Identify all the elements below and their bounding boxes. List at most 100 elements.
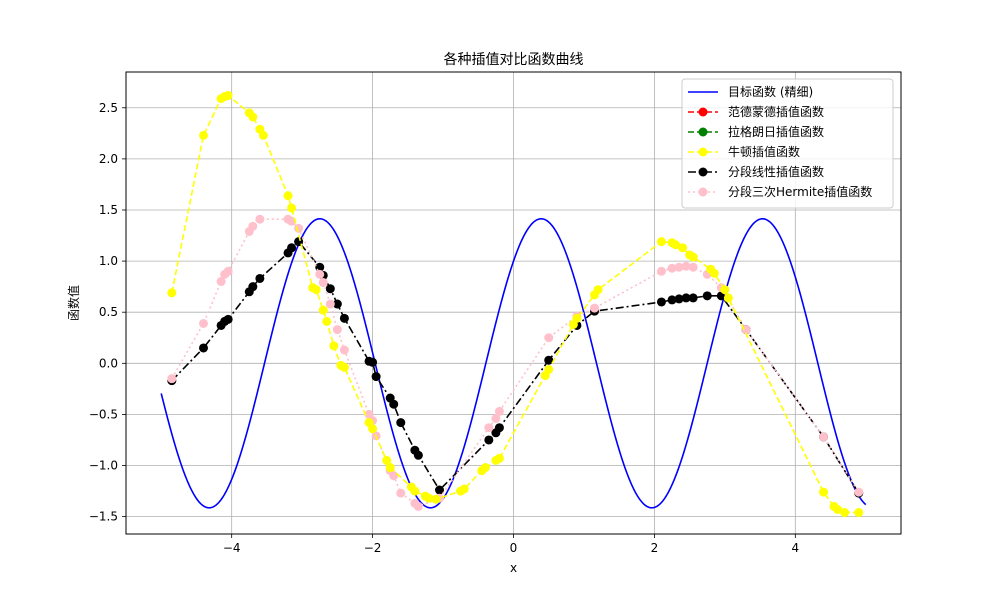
- data-point-newton: [382, 455, 392, 465]
- data-point-piecewise-linear: [435, 485, 445, 495]
- y-tick-label: −1.5: [89, 510, 118, 524]
- data-point-piecewise-hermite: [741, 325, 751, 335]
- data-point-piecewise-hermite: [491, 414, 501, 423]
- data-point-newton: [248, 112, 258, 122]
- data-point-newton: [720, 285, 730, 295]
- data-point-piecewise-linear: [255, 273, 265, 283]
- legend-entry-3: 牛顿插值函数: [688, 144, 800, 159]
- legend-label: 目标函数 (精细): [728, 84, 813, 99]
- data-point-newton: [671, 240, 681, 250]
- legend-entry-4: 分段线性插值函数: [688, 164, 824, 179]
- legend-entry-0: 目标函数 (精细): [688, 84, 813, 99]
- data-point-newton: [709, 268, 719, 278]
- data-point-piecewise-hermite: [294, 223, 304, 233]
- data-point-piecewise-hermite: [318, 278, 328, 288]
- data-point-newton: [572, 313, 582, 323]
- data-point-piecewise-linear: [667, 295, 677, 305]
- data-point-piecewise-hermite: [590, 303, 600, 313]
- data-point-piecewise-hermite: [167, 374, 177, 384]
- data-point-piecewise-linear: [287, 243, 297, 253]
- data-point-newton: [688, 252, 698, 262]
- data-point-piecewise-linear: [223, 314, 233, 324]
- legend-label: 分段三次Hermite插值函数: [728, 184, 872, 199]
- y-tick-label: 2.0: [99, 152, 118, 166]
- x-tick-label: −2: [364, 541, 382, 555]
- data-point-newton: [833, 504, 843, 514]
- data-point-piecewise-linear: [544, 355, 554, 365]
- series-newton: [167, 91, 864, 518]
- data-point-newton: [339, 362, 349, 372]
- data-point-piecewise-hermite: [396, 488, 406, 498]
- data-point-piecewise-hermite: [325, 299, 335, 309]
- data-point-newton: [678, 243, 688, 253]
- series-line-target: [160, 217, 867, 509]
- x-axis-ticks: −4 −2 0 2 4: [223, 534, 799, 555]
- data-point-newton: [311, 285, 321, 295]
- data-point-newton: [368, 424, 378, 434]
- legend-entry-2: 拉格朗日插值函数: [688, 124, 824, 139]
- data-point-newton: [544, 364, 554, 374]
- data-point-piecewise-hermite: [656, 266, 666, 276]
- data-point-piecewise-hermite: [339, 345, 349, 355]
- series-line-piecewise-linear: [171, 240, 860, 494]
- legend: 目标函数 (精细) 范德蒙德插值函数拉格朗日插值函数牛顿插值函数分段线性插值函数分…: [681, 78, 894, 209]
- data-point-newton: [199, 130, 208, 140]
- x-axis-label: x: [510, 561, 517, 575]
- data-point-piecewise-linear: [494, 423, 504, 433]
- data-point-piecewise-hermite: [494, 406, 504, 416]
- y-tick-label: 0.0: [99, 356, 118, 370]
- data-point-newton: [329, 341, 339, 351]
- data-point-piecewise-linear: [371, 372, 381, 382]
- x-tick-label: 0: [510, 541, 518, 555]
- data-point-piecewise-hermite: [544, 333, 554, 343]
- data-point-piecewise-hermite: [413, 501, 423, 511]
- data-point-piecewise-hermite: [819, 432, 828, 442]
- data-point-piecewise-linear: [413, 450, 423, 460]
- series-piecewise-linear: [167, 237, 864, 498]
- legend-entry-1: 范德蒙德插值函数: [688, 104, 824, 119]
- data-point-newton: [656, 237, 666, 247]
- data-point-piecewise-linear: [332, 299, 342, 309]
- data-point-newton: [424, 493, 434, 503]
- y-tick-label: 0.5: [99, 305, 118, 319]
- y-axis-ticks: −1.5 −1.0 −0.5 0.0 0.5 1.0 1.5 2.0 2.5: [89, 101, 126, 524]
- data-point-piecewise-hermite: [223, 266, 233, 276]
- y-tick-label: 1.0: [99, 254, 118, 268]
- data-point-piecewise-linear: [396, 418, 406, 428]
- data-point-piecewise-linear: [681, 293, 691, 303]
- data-point-newton: [318, 305, 328, 315]
- data-point-newton: [494, 453, 504, 463]
- data-point-newton: [723, 293, 733, 303]
- data-point-newton: [258, 130, 268, 140]
- data-point-piecewise-hermite: [389, 471, 399, 481]
- data-point-newton: [167, 288, 177, 298]
- data-point-piecewise-hermite: [688, 262, 698, 272]
- data-point-piecewise-hermite: [667, 263, 677, 273]
- y-tick-label: 2.5: [99, 101, 118, 115]
- data-point-newton: [287, 203, 297, 213]
- data-point-newton: [410, 486, 420, 496]
- legend-entry-5: 分段三次Hermite插值函数: [688, 184, 872, 199]
- data-point-newton: [283, 191, 293, 201]
- data-point-piecewise-linear: [702, 291, 712, 301]
- data-point-piecewise-linear: [248, 282, 258, 292]
- series-line-piecewise-hermite: [171, 218, 860, 508]
- x-tick-label: 2: [651, 541, 659, 555]
- data-point-newton: [459, 484, 469, 494]
- data-point-piecewise-hermite: [681, 261, 691, 271]
- data-point-piecewise-hermite: [315, 269, 325, 279]
- legend-label: 牛顿插值函数: [728, 144, 800, 159]
- y-tick-label: 1.5: [99, 203, 118, 217]
- data-point-piecewise-linear: [368, 357, 378, 367]
- legend-label: 拉格朗日插值函数: [728, 124, 824, 139]
- x-tick-label: 4: [791, 541, 799, 555]
- data-point-piecewise-linear: [656, 297, 666, 307]
- data-point-newton: [480, 463, 490, 473]
- legend-marker: [698, 167, 708, 177]
- data-point-piecewise-hermite: [216, 277, 226, 287]
- data-point-piecewise-hermite: [255, 214, 265, 224]
- data-point-newton: [840, 508, 850, 518]
- legend-marker: [698, 107, 708, 117]
- data-point-piecewise-linear: [199, 343, 208, 353]
